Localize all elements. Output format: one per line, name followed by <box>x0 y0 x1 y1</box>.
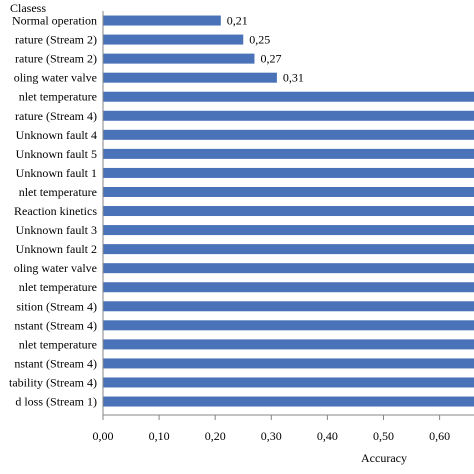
category-label: rature (Stream 4) <box>15 109 97 123</box>
category-label: Reaction kinetics <box>14 204 97 218</box>
bars-group <box>103 15 474 407</box>
bar <box>103 358 474 369</box>
category-label: nstant (Stream 4) <box>14 318 97 332</box>
category-label: Normal operation <box>12 14 97 28</box>
x-tick-label: 0,20 <box>205 429 226 443</box>
bar <box>103 53 255 64</box>
bar <box>103 167 474 178</box>
data-label: 0,27 <box>260 52 281 66</box>
category-label: Unknown fault 1 <box>16 166 97 180</box>
x-tick-label: 0,60 <box>429 429 450 443</box>
bar <box>103 339 474 350</box>
data-label: 0,21 <box>227 14 248 28</box>
x-axis-ticks: 0,00 0,10 0,20 0,30 0,40 0,50 0,60 <box>93 415 450 443</box>
category-label: Unknown fault 5 <box>16 147 97 161</box>
bar <box>103 396 474 407</box>
bar <box>103 110 474 121</box>
category-label: rature (Stream 2) <box>15 52 97 66</box>
bar <box>103 186 474 197</box>
category-label: nlet temperature <box>19 337 97 351</box>
category-label: Unknown fault 2 <box>16 242 97 256</box>
bar <box>103 320 474 331</box>
bar <box>103 129 474 140</box>
bar <box>103 72 277 83</box>
category-label: nlet temperature <box>19 90 97 104</box>
category-label: oling water valve <box>14 261 97 275</box>
category-label: d loss (Stream 1) <box>15 395 97 409</box>
category-label: tability (Stream 4) <box>9 375 97 389</box>
bar <box>103 91 474 102</box>
chart-title: Clasess <box>10 1 46 15</box>
x-tick-label: 0,40 <box>317 429 338 443</box>
category-label: rature (Stream 2) <box>15 33 97 47</box>
x-tick-label: 0,50 <box>373 429 394 443</box>
category-label: nlet temperature <box>19 185 97 199</box>
bar <box>103 377 474 388</box>
bar <box>103 263 474 274</box>
category-label: Unknown fault 3 <box>16 223 97 237</box>
category-label: Unknown fault 4 <box>16 128 97 142</box>
bar <box>103 34 244 45</box>
bar <box>103 282 474 293</box>
bar <box>103 148 474 159</box>
category-labels: Normal operation rature (Stream 2) rature … <box>9 14 97 409</box>
x-tick-label: 0,30 <box>261 429 282 443</box>
category-label: nstant (Stream 4) <box>14 356 97 370</box>
bar <box>103 206 474 217</box>
category-label: sition (Stream 4) <box>16 299 97 313</box>
data-labels: 0,210,25 0,270,31 <box>227 14 304 85</box>
data-label: 0,25 <box>249 33 270 47</box>
bar <box>103 301 474 312</box>
bar <box>103 225 474 236</box>
x-tick-label: 0,10 <box>149 429 170 443</box>
bar <box>103 15 221 26</box>
category-label: nlet temperature <box>19 280 97 294</box>
data-label: 0,31 <box>283 71 304 85</box>
x-tick-label: 0,00 <box>93 429 114 443</box>
x-axis-title: Accuracy <box>361 451 407 465</box>
category-label: oling water valve <box>14 71 97 85</box>
bar <box>103 244 474 255</box>
